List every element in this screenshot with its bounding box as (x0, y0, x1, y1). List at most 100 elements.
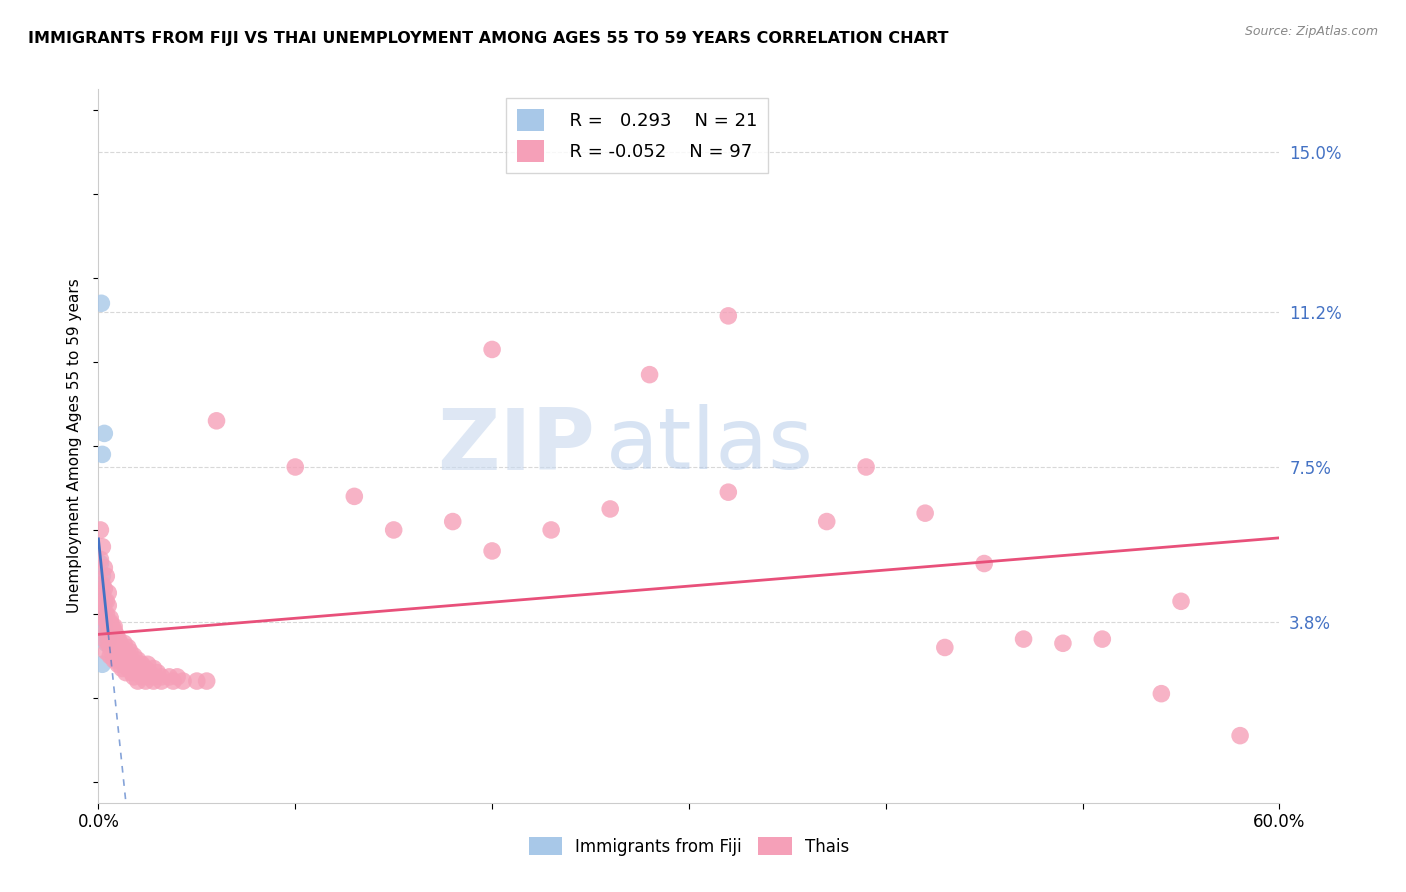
Point (717, 309, 740, 323)
Point (89, 577, 111, 591)
Point (96, 636, 118, 650)
Point (96, 594, 118, 608)
Point (96, 607, 118, 621)
Point (93, 611, 115, 625)
Point (89, 552, 111, 566)
Point (97, 615, 120, 630)
Point (89, 590, 111, 604)
Point (166, 670, 188, 684)
Point (107, 640, 129, 655)
Point (481, 544, 503, 558)
Point (142, 661, 165, 675)
Text: IMMIGRANTS FROM FIJI VS THAI UNEMPLOYMENT AMONG AGES 55 TO 59 YEARS CORRELATION : IMMIGRANTS FROM FIJI VS THAI UNEMPLOYMEN… (28, 31, 949, 46)
Point (973, 557, 995, 571)
Point (717, 485, 740, 500)
Point (136, 657, 159, 672)
Point (132, 665, 155, 680)
Point (157, 670, 180, 684)
Legend: Immigrants from Fiji, Thais: Immigrants from Fiji, Thais (522, 830, 856, 863)
Point (93, 594, 115, 608)
Point (93, 560, 115, 574)
Point (105, 648, 128, 663)
Point (98, 624, 121, 638)
Text: Source: ZipAtlas.com: Source: ZipAtlas.com (1244, 25, 1378, 38)
Point (103, 632, 125, 646)
Point (101, 619, 124, 633)
Point (108, 636, 131, 650)
Point (103, 653, 125, 667)
Point (91, 603, 114, 617)
Point (93, 582, 115, 596)
Point (1091, 632, 1114, 646)
Point (1170, 594, 1192, 608)
Point (136, 670, 159, 684)
Point (96, 645, 118, 659)
Point (91, 607, 114, 621)
Point (89, 599, 111, 613)
Point (93, 619, 115, 633)
Point (105, 645, 128, 659)
Point (101, 628, 124, 642)
Point (105, 628, 128, 642)
Point (127, 674, 149, 689)
Point (481, 343, 503, 357)
Point (98, 648, 121, 663)
Point (855, 460, 877, 475)
Point (108, 645, 131, 659)
Point (540, 523, 562, 537)
Point (97, 636, 120, 650)
Point (115, 665, 138, 680)
Point (172, 674, 194, 689)
Point (98, 615, 121, 630)
Point (284, 460, 307, 475)
Point (107, 657, 129, 672)
Point (89, 557, 111, 571)
Point (96, 628, 118, 642)
Point (195, 674, 218, 689)
Point (146, 665, 169, 680)
Point (122, 648, 145, 663)
Point (105, 636, 128, 650)
Point (638, 368, 661, 382)
Text: ZIP: ZIP (437, 404, 595, 488)
Point (1229, 729, 1251, 743)
Point (89, 523, 111, 537)
Point (127, 653, 149, 667)
Point (108, 653, 131, 667)
Point (934, 640, 956, 655)
Point (128, 661, 150, 675)
Point (150, 674, 173, 689)
Point (162, 674, 184, 689)
Point (91, 586, 114, 600)
Point (93, 624, 115, 638)
Point (142, 670, 165, 684)
Point (91, 657, 114, 672)
Point (96, 615, 118, 630)
Point (441, 515, 464, 529)
Text: atlas: atlas (606, 404, 814, 488)
Point (138, 665, 160, 680)
Point (91, 569, 114, 583)
Point (101, 645, 124, 659)
Point (97, 628, 120, 642)
Point (1150, 687, 1173, 701)
Point (103, 619, 125, 633)
Point (91, 447, 114, 461)
Point (111, 661, 134, 675)
Point (97, 586, 120, 600)
Point (150, 670, 173, 684)
Point (382, 523, 405, 537)
Point (122, 670, 145, 684)
Point (103, 640, 125, 655)
Point (97, 599, 120, 613)
Point (117, 661, 139, 675)
Point (115, 653, 138, 667)
Point (1052, 636, 1074, 650)
Point (103, 624, 125, 638)
Point (1012, 632, 1035, 646)
Point (93, 594, 115, 608)
Point (89, 611, 111, 625)
Point (111, 648, 134, 663)
Point (96, 569, 118, 583)
Point (125, 657, 148, 672)
